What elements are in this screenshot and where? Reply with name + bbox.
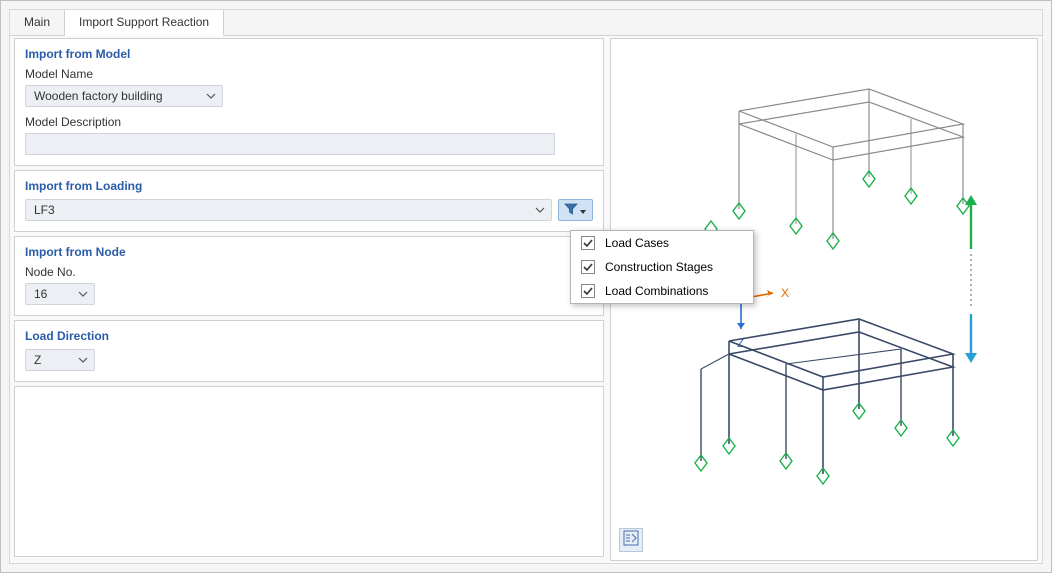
tab-import-support-reaction[interactable]: Import Support Reaction	[65, 10, 224, 36]
chevron-down-icon	[78, 357, 88, 363]
panel-load-direction: Load Direction Z	[14, 320, 604, 382]
dropdown-load-direction-value: Z	[34, 353, 41, 367]
svg-text:X: X	[781, 286, 789, 300]
content-area: Import from Model Model Name Wooden fact…	[10, 36, 1042, 563]
label-model-description: Model Description	[25, 115, 593, 129]
panel-title-loading: Import from Loading	[25, 179, 593, 193]
tab-bar: Main Import Support Reaction	[10, 10, 1042, 36]
dropdown-node-no-value: 16	[34, 287, 47, 301]
filter-item-label: Load Cases	[605, 236, 669, 250]
filter-item-construction-stages[interactable]: Construction Stages	[571, 255, 753, 279]
tab-main[interactable]: Main	[10, 10, 65, 35]
dropdown-arrow-icon	[580, 203, 586, 217]
chevron-down-icon	[535, 207, 545, 213]
panel-import-from-node: Import from Node Node No. 16	[14, 236, 604, 316]
checkbox-checked-icon	[581, 260, 595, 274]
funnel-icon	[564, 202, 578, 219]
dropdown-load-direction[interactable]: Z	[25, 349, 95, 371]
filter-item-load-combinations[interactable]: Load Combinations	[571, 279, 753, 303]
app-frame: Main Import Support Reaction Import from…	[0, 0, 1052, 573]
dropdown-model-name-value: Wooden factory building	[34, 89, 163, 103]
dropdown-node-no[interactable]: 16	[25, 283, 95, 305]
panel-import-from-model: Import from Model Model Name Wooden fact…	[14, 38, 604, 166]
dropdown-loading-value: LF3	[34, 203, 55, 217]
label-model-name: Model Name	[25, 67, 593, 81]
chevron-down-icon	[78, 291, 88, 297]
filter-item-label: Load Combinations	[605, 284, 708, 298]
panel-title-model: Import from Model	[25, 47, 593, 61]
filter-item-load-cases[interactable]: Load Cases	[571, 231, 753, 255]
checkbox-checked-icon	[581, 236, 595, 250]
dropdown-model-name[interactable]: Wooden factory building	[25, 85, 223, 107]
viewport-settings-button[interactable]	[619, 528, 643, 552]
filter-button[interactable]	[558, 199, 594, 221]
panel-title-direction: Load Direction	[25, 329, 593, 343]
panel-empty	[14, 386, 604, 557]
panel-title-node: Import from Node	[25, 245, 593, 259]
left-column: Import from Model Model Name Wooden fact…	[10, 36, 608, 563]
label-node-no: Node No.	[25, 265, 593, 279]
filter-item-label: Construction Stages	[605, 260, 713, 274]
filter-dropdown-menu: Load Cases Construction Stages Load Comb…	[570, 230, 754, 304]
checkbox-checked-icon	[581, 284, 595, 298]
inner-frame: Main Import Support Reaction Import from…	[9, 9, 1043, 564]
chevron-down-icon	[206, 93, 216, 99]
dropdown-loading[interactable]: LF3	[25, 199, 552, 221]
input-model-description[interactable]	[25, 133, 555, 155]
viewport-settings-icon	[623, 530, 639, 551]
panel-import-from-loading: Import from Loading LF3	[14, 170, 604, 232]
